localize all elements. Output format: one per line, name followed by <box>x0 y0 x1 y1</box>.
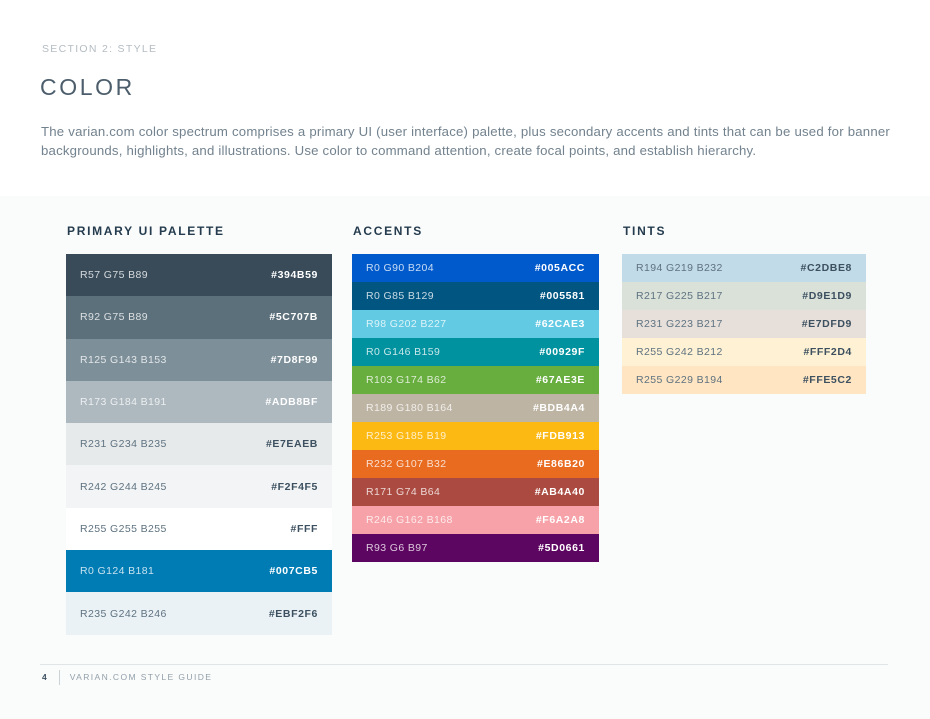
footer-divider <box>58 670 60 685</box>
swatch-rgb-label: R98 G202 B227 <box>366 318 447 330</box>
swatch-hex-label: #BDB4A4 <box>532 402 585 414</box>
swatch-rgb-label: R0 G146 B159 <box>366 346 441 358</box>
swatch-rgb-label: R125 G143 B153 <box>80 353 167 366</box>
swatch-rgb-label: R173 G184 B191 <box>80 396 167 409</box>
color-swatch: R255 G229 B194 #FFE5C2 <box>622 366 866 394</box>
swatch-hex-label: #00929F <box>539 346 585 358</box>
color-swatch: R242 G244 B245 #F2F4F5 <box>66 465 332 508</box>
swatch-rgb-label: R255 G242 B212 <box>636 346 723 358</box>
swatch-hex-label: #FFF2D4 <box>803 346 852 358</box>
swatch-list: R0 G90 B204 #005ACC R0 G85 B129 #005581 R98 … <box>352 254 599 562</box>
swatch-list: R194 G219 B232 #C2DBE8 R217 G225 B217 #D9E1… <box>622 254 866 394</box>
palette-column-accents: ACCENTS R0 G90 B204 #005ACC R0 G85 B129 #005… <box>352 224 599 562</box>
swatch-hex-label: #5C707B <box>269 311 318 324</box>
swatch-hex-label: #394B59 <box>271 269 318 282</box>
swatch-hex-label: #62CAE3 <box>535 318 585 330</box>
swatch-hex-label: #7D8F99 <box>270 353 318 366</box>
swatch-rgb-label: R217 G225 B217 <box>636 290 723 302</box>
swatch-hex-label: #E86B20 <box>537 458 585 470</box>
swatch-rgb-label: R246 G162 B168 <box>366 514 453 526</box>
swatch-hex-label: #FFE5C2 <box>802 374 852 386</box>
color-swatch: R253 G185 B19 #FDB913 <box>352 422 599 450</box>
swatch-rgb-label: R0 G124 B181 <box>80 565 155 578</box>
swatch-rgb-label: R0 G85 B129 <box>366 290 435 302</box>
page-footer: 4 VARIAN.COM STYLE GUIDE <box>40 664 888 685</box>
color-swatch: R189 G180 B164 #BDB4A4 <box>352 394 599 422</box>
swatch-rgb-label: R93 G6 B97 <box>366 542 428 554</box>
color-swatch: R0 G85 B129 #005581 <box>352 282 599 310</box>
intro-paragraph: The varian.com color spectrum comprises … <box>41 124 890 158</box>
swatch-hex-label: #EBF2F6 <box>268 607 318 620</box>
color-swatch: R231 G234 B235 #E7EAEB <box>66 423 332 466</box>
palette-title: TINTS <box>623 224 667 238</box>
swatch-hex-label: #007CB5 <box>269 565 318 578</box>
color-swatch: R255 G255 B255 #FFF <box>66 507 332 551</box>
color-swatch: R255 G242 B212 #FFF2D4 <box>622 338 866 366</box>
swatch-hex-label: #005ACC <box>534 262 585 274</box>
swatch-rgb-label: R253 G185 B19 <box>366 430 447 442</box>
color-swatch: R93 G6 B97 #5D0661 <box>352 534 599 562</box>
swatch-rgb-label: R242 G244 B245 <box>80 480 167 493</box>
swatch-hex-label: #005581 <box>539 290 585 302</box>
color-swatch: R246 G162 B168 #F6A2A8 <box>352 506 599 534</box>
swatch-rgb-label: R171 G74 B64 <box>366 486 441 498</box>
swatch-list: R57 G75 B89 #394B59 R92 G75 B89 #5C707B R125… <box>66 254 332 635</box>
swatch-rgb-label: R231 G223 B217 <box>636 318 723 330</box>
color-swatch: R92 G75 B89 #5C707B <box>66 296 332 339</box>
color-swatch: R231 G223 B217 #E7DFD9 <box>622 310 866 338</box>
palette-title: ACCENTS <box>353 224 423 238</box>
page-title: COLOR <box>40 74 135 100</box>
color-swatch: R57 G75 B89 #394B59 <box>66 254 332 297</box>
color-swatch: R171 G74 B64 #AB4A40 <box>352 478 599 506</box>
swatch-hex-label: #FFF <box>290 522 318 535</box>
swatch-rgb-label: R103 G174 B62 <box>366 374 447 386</box>
footer-guide-label: VARIAN.COM STYLE GUIDE <box>69 672 213 682</box>
color-swatch: R217 G225 B217 #D9E1D9 <box>622 282 866 310</box>
color-swatch: R103 G174 B62 #67AE3E <box>352 366 599 394</box>
swatch-hex-label: #AB4A40 <box>534 486 585 498</box>
palette-title: PRIMARY UI PALETTE <box>67 224 225 238</box>
swatch-hex-label: #67AE3E <box>535 374 585 386</box>
swatch-rgb-label: R255 G255 B255 <box>80 522 167 535</box>
color-swatch: R0 G146 B159 #00929F <box>352 338 599 366</box>
page-number: 4 <box>42 672 47 682</box>
color-swatch: R232 G107 B32 #E86B20 <box>352 450 599 478</box>
swatch-rgb-label: R0 G90 B204 <box>366 262 435 274</box>
swatch-hex-label: #E7DFD9 <box>801 318 852 330</box>
color-swatch: R194 G219 B232 #C2DBE8 <box>622 254 866 282</box>
palette-column-primary-ui-palette: PRIMARY UI PALETTE R57 G75 B89 #394B59 R92 … <box>66 224 332 635</box>
swatch-rgb-label: R232 G107 B32 <box>366 458 447 470</box>
swatch-rgb-label: R235 G242 B246 <box>80 607 167 620</box>
swatch-rgb-label: R255 G229 B194 <box>636 374 723 386</box>
swatch-rgb-label: R194 G219 B232 <box>636 262 723 274</box>
swatch-hex-label: #FDB913 <box>535 430 585 442</box>
section-label: SECTION 2: STYLE <box>42 43 158 55</box>
swatch-rgb-label: R57 G75 B89 <box>80 269 149 282</box>
swatch-hex-label: #5D0661 <box>538 542 585 554</box>
color-swatch: R125 G143 B153 #7D8F99 <box>66 338 332 381</box>
swatch-hex-label: #F6A2A8 <box>535 514 585 526</box>
swatch-hex-label: #E7EAEB <box>265 438 318 451</box>
swatch-rgb-label: R189 G180 B164 <box>366 402 453 414</box>
swatch-rgb-label: R92 G75 B89 <box>80 311 149 324</box>
palette-column-tints: TINTS R194 G219 B232 #C2DBE8 R217 G225 B217… <box>622 224 866 394</box>
swatch-hex-label: #F2F4F5 <box>271 480 318 493</box>
color-swatch: R0 G124 B181 #007CB5 <box>66 550 332 593</box>
swatch-hex-label: #ADB8BF <box>265 396 318 409</box>
color-swatch: R173 G184 B191 #ADB8BF <box>66 380 332 424</box>
color-swatch: R235 G242 B246 #EBF2F6 <box>66 592 332 635</box>
color-swatch: R0 G90 B204 #005ACC <box>352 254 599 282</box>
color-swatch: R98 G202 B227 #62CAE3 <box>352 310 599 338</box>
swatch-hex-label: #D9E1D9 <box>802 290 852 302</box>
swatch-rgb-label: R231 G234 B235 <box>80 438 167 451</box>
swatch-hex-label: #C2DBE8 <box>800 262 852 274</box>
